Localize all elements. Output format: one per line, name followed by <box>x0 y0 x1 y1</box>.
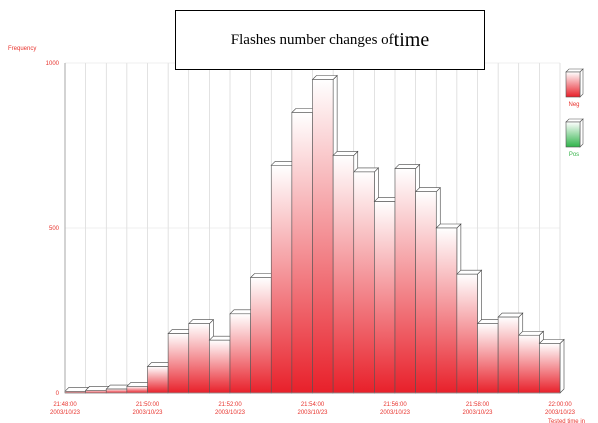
chart-title-emph: time <box>393 28 430 51</box>
bar-top <box>394 164 421 169</box>
bar-top <box>456 269 483 275</box>
y-axis-label: Frequency <box>8 46 36 52</box>
x-tick-label-time: 21:50:00 <box>136 402 160 408</box>
legend-label: Neg <box>568 102 579 108</box>
bar-front <box>394 168 416 394</box>
bar-front <box>147 366 169 394</box>
legend-swatch-side <box>579 68 584 98</box>
bar-front <box>250 277 272 394</box>
bar-front <box>518 334 540 394</box>
bar-front <box>126 386 148 394</box>
bar-front <box>229 313 251 394</box>
x-tick-label-date: 2003/10/23 <box>462 410 493 416</box>
bar-front <box>312 79 334 394</box>
bar <box>538 338 565 394</box>
chart-title: Flashes number changes of time <box>175 10 485 70</box>
x-tick-label-date: 2003/10/23 <box>297 410 328 416</box>
legend-item: Pos <box>565 118 584 158</box>
bar-front <box>270 165 293 394</box>
legend-swatch <box>565 71 581 98</box>
x-axis-label: Tested time in <box>548 419 585 423</box>
x-tick-label-date: 2003/10/23 <box>50 410 81 416</box>
x-tick-label-time: 21:48:00 <box>53 402 77 408</box>
bar-front <box>456 273 478 394</box>
bar-front <box>291 112 313 394</box>
bar-front <box>209 339 231 394</box>
bar-front <box>353 171 375 394</box>
bar-top <box>497 312 524 318</box>
bar-front <box>477 323 499 394</box>
x-tick-label-date: 2003/10/23 <box>380 410 411 416</box>
x-tick-label-date: 2003/10/23 <box>215 410 246 416</box>
bar-top <box>332 151 359 156</box>
bar-front <box>188 323 210 394</box>
x-tick-label-time: 21:58:00 <box>466 402 490 408</box>
bar-top <box>518 330 545 336</box>
bar-front <box>167 333 190 394</box>
y-tick-label: 500 <box>49 226 60 232</box>
x-tick-label-time: 21:52:00 <box>218 402 242 408</box>
x-tick-label-time: 21:54:00 <box>301 402 325 408</box>
bar-top <box>353 167 380 173</box>
bar-front <box>539 343 561 394</box>
legend-item: Neg <box>565 68 584 108</box>
x-tick-label-date: 2003/10/23 <box>545 410 576 416</box>
bar-front <box>332 155 355 394</box>
legend-swatch <box>565 121 581 148</box>
bar-top <box>538 339 565 344</box>
y-tick-label: 0 <box>56 391 60 397</box>
bar-front <box>415 191 437 394</box>
bar-top <box>311 75 338 80</box>
bar-front <box>105 388 128 394</box>
y-tick-label: 1000 <box>46 61 60 67</box>
bar-top <box>188 319 215 325</box>
x-tick-label-date: 2003/10/23 <box>132 410 163 416</box>
bar-top <box>414 187 441 192</box>
x-tick-label-time: 22:00:00 <box>548 402 572 408</box>
x-tick-label-time: 21:56:00 <box>383 402 407 408</box>
bar-front <box>374 201 396 394</box>
chart-title-main: Flashes number changes of <box>230 31 394 48</box>
legend-swatch-side <box>579 118 584 148</box>
bar-side <box>559 338 565 394</box>
bar-top <box>435 223 462 229</box>
legend-label: Pos <box>569 152 579 158</box>
bar-front <box>435 227 458 394</box>
bar-front <box>497 316 520 394</box>
